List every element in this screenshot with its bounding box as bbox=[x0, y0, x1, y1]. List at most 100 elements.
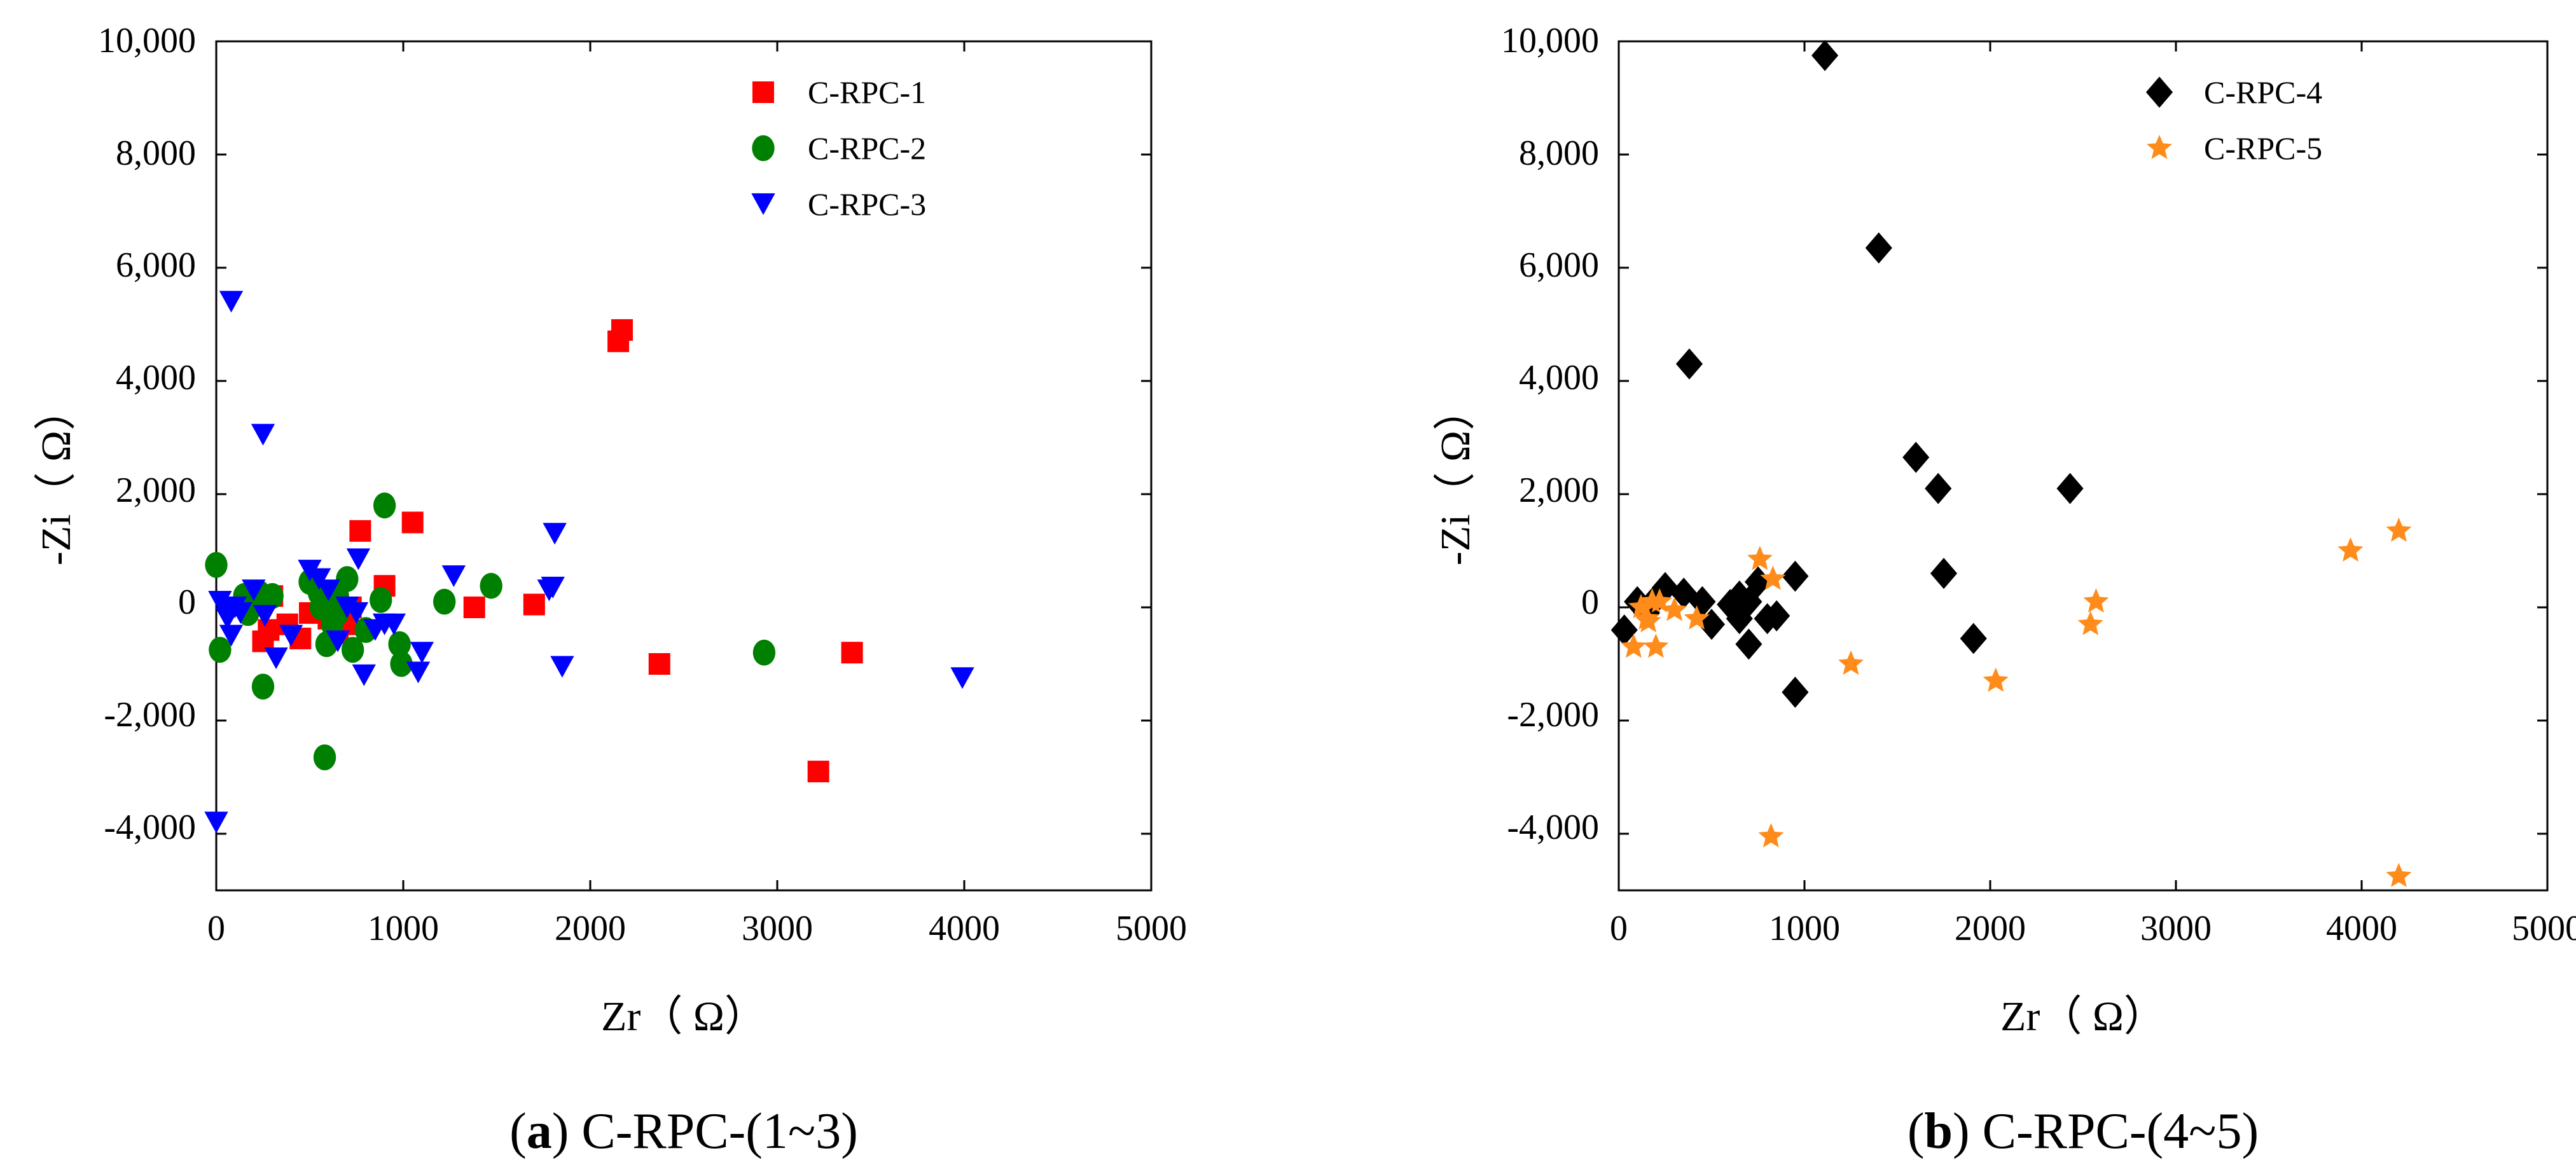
y-axis-title: -Zi（ Ω） bbox=[1432, 389, 1479, 565]
data-point bbox=[807, 761, 829, 783]
data-point bbox=[523, 593, 545, 616]
data-point bbox=[1838, 650, 1864, 675]
legend-label: C-RPC-2 bbox=[808, 130, 926, 166]
data-point bbox=[1865, 232, 1892, 264]
data-point bbox=[543, 523, 567, 545]
y-tick-label: -2,000 bbox=[104, 695, 196, 735]
data-point bbox=[2386, 862, 2412, 887]
legend-label: C-RPC-1 bbox=[808, 74, 926, 110]
data-point bbox=[1698, 609, 1726, 640]
data-point bbox=[1610, 614, 1638, 646]
data-point bbox=[346, 548, 371, 570]
x-tick-label: 4000 bbox=[2326, 909, 2397, 948]
legend-label: C-RPC-4 bbox=[2204, 74, 2322, 110]
plot-frame bbox=[215, 40, 1153, 892]
data-point bbox=[341, 637, 364, 663]
caption-letter: b bbox=[1925, 1103, 1953, 1159]
legend-label: C-RPC-5 bbox=[2204, 130, 2322, 166]
data-point bbox=[1782, 677, 1809, 708]
data-point bbox=[1651, 572, 1679, 604]
panel-a-y-tick-labels: -4,000 -2,000 0 2,000 4,000 6,000 8,000 … bbox=[98, 21, 196, 847]
data-point bbox=[258, 619, 280, 641]
data-point bbox=[463, 597, 485, 618]
data-point bbox=[336, 566, 359, 592]
data-point bbox=[1624, 586, 1651, 618]
data-point bbox=[264, 647, 288, 670]
legend-marker bbox=[752, 81, 774, 103]
data-point bbox=[373, 492, 396, 519]
data-point bbox=[253, 605, 277, 627]
data-point bbox=[1744, 566, 1772, 598]
y-tick-label: 4,000 bbox=[116, 358, 196, 397]
data-point bbox=[1925, 473, 1952, 504]
legend-marker bbox=[2145, 76, 2173, 108]
data-point bbox=[370, 587, 392, 613]
x-tick-label: 1000 bbox=[1769, 909, 1840, 948]
data-point bbox=[752, 639, 776, 666]
data-point bbox=[648, 653, 670, 675]
plot-frame bbox=[1617, 40, 2549, 892]
panel-a-legend: C-RPC-1 C-RPC-2 C-RPC-3 bbox=[751, 74, 926, 222]
data-point bbox=[1747, 546, 1773, 570]
data-point bbox=[205, 551, 228, 578]
x-tick-label: 2000 bbox=[555, 909, 626, 948]
data-point bbox=[349, 520, 371, 542]
panel-a-caption: (a) C-RPC-(1~3) bbox=[509, 1103, 858, 1159]
data-point bbox=[2083, 588, 2109, 613]
data-point bbox=[611, 319, 633, 341]
legend-marker bbox=[751, 193, 775, 215]
data-point bbox=[316, 579, 341, 602]
data-point bbox=[1811, 39, 1839, 71]
data-point bbox=[410, 642, 434, 664]
data-point bbox=[1643, 633, 1669, 658]
data-point bbox=[1760, 565, 1786, 590]
data-point bbox=[204, 811, 228, 834]
data-point bbox=[1684, 605, 1710, 630]
data-point bbox=[1675, 348, 1703, 380]
x-axis-title: Zr（ Ω） bbox=[601, 993, 766, 1040]
data-point bbox=[390, 651, 413, 677]
data-point bbox=[219, 291, 244, 313]
data-point bbox=[388, 631, 411, 658]
y-tick-label: -2,000 bbox=[1507, 695, 1599, 735]
panel-b-caption: (b) C-RPC-(4~5) bbox=[1908, 1103, 2259, 1159]
data-point bbox=[441, 565, 466, 588]
legend-marker bbox=[752, 135, 775, 162]
x-axis-title: Zr（ Ω） bbox=[2000, 993, 2166, 1040]
caption-text: C-RPC-(4~5) bbox=[1983, 1103, 2259, 1159]
data-point bbox=[2337, 537, 2364, 562]
legend-label: C-RPC-3 bbox=[808, 186, 926, 222]
y-tick-label: 2,000 bbox=[1519, 471, 1599, 510]
y-tick-label: 10,000 bbox=[1501, 21, 1599, 60]
data-point bbox=[1726, 580, 1753, 612]
data-point bbox=[950, 667, 974, 689]
data-point bbox=[382, 613, 406, 635]
data-point bbox=[2386, 517, 2412, 542]
x-tick-label: 0 bbox=[1610, 909, 1628, 948]
x-tick-label: 1000 bbox=[368, 909, 439, 948]
y-tick-label: 4,000 bbox=[1519, 358, 1599, 397]
y-tick-label: -4,000 bbox=[104, 808, 196, 847]
data-point bbox=[1902, 441, 1930, 473]
data-point bbox=[401, 511, 424, 534]
x-tick-label: 4000 bbox=[929, 909, 1000, 948]
data-point bbox=[1635, 608, 1661, 633]
data-point bbox=[313, 744, 336, 771]
data-point bbox=[406, 661, 431, 684]
data-point bbox=[841, 642, 863, 664]
x-tick-label: 0 bbox=[207, 909, 225, 948]
data-point bbox=[1782, 560, 1809, 592]
data-point bbox=[219, 625, 244, 647]
data-point bbox=[1735, 628, 1762, 660]
panel-b-legend: C-RPC-4 C-RPC-5 bbox=[2145, 74, 2322, 166]
data-point bbox=[344, 602, 369, 624]
x-tick-label: 3000 bbox=[742, 909, 813, 948]
x-tick-label: 3000 bbox=[2140, 909, 2212, 948]
data-point bbox=[279, 625, 303, 647]
data-point bbox=[2077, 611, 2103, 635]
caption-text: C-RPC-(1~3) bbox=[581, 1103, 857, 1159]
data-point bbox=[242, 579, 266, 602]
data-point bbox=[550, 656, 574, 678]
data-point bbox=[1930, 558, 1958, 590]
